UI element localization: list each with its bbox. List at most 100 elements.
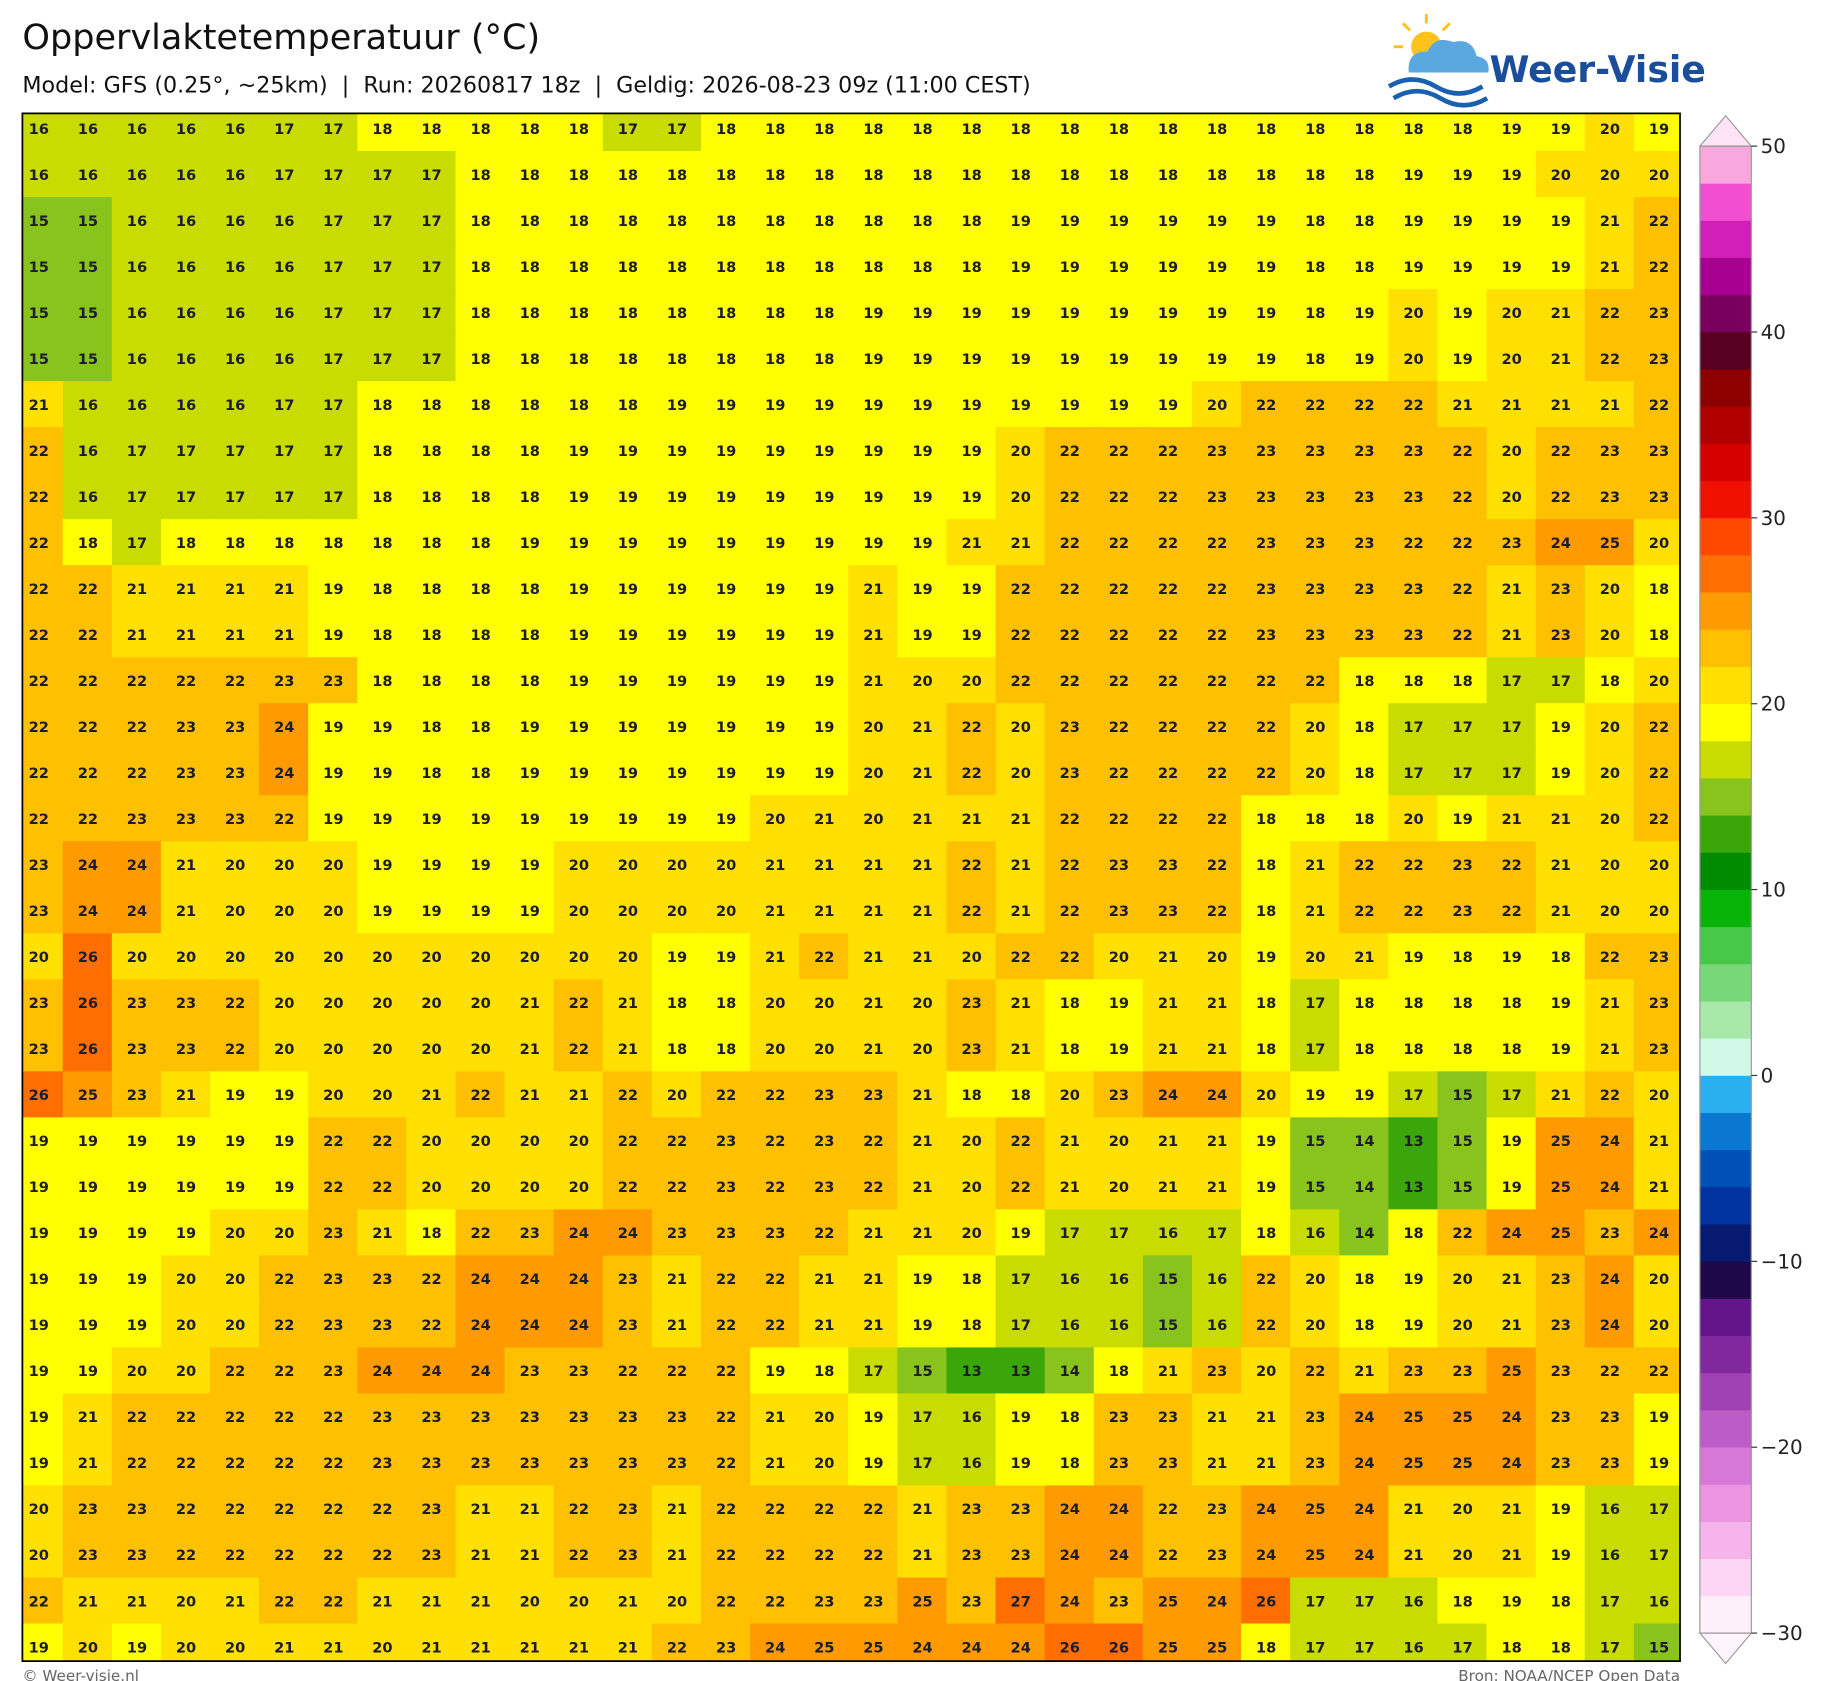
temperature-cell [455,519,506,567]
temperature-cell [799,151,850,199]
temperature-cell [995,1393,1046,1441]
temperature-cell [1093,335,1145,383]
temperature-label: 20 [569,1179,589,1196]
temperature-label: 18 [372,581,392,598]
temperature-label: 18 [1011,167,1031,184]
temperature-cell [406,979,457,1027]
temperature-cell [1142,1347,1194,1395]
temperature-cell [455,1347,506,1395]
temperature-cell [1633,1163,1681,1211]
temperature-cell [210,1209,261,1257]
temperature-label: 21 [863,903,883,920]
temperature-cell [22,933,64,981]
temperature-cell [357,1623,408,1662]
temperature-label: 20 [225,1317,245,1334]
temperature-cell [1093,1209,1145,1257]
temperature-cell [1633,795,1681,843]
temperature-cell [1044,1577,1095,1625]
temperature-label: 22 [1649,259,1669,276]
temperature-cell [308,657,359,705]
temperature-label: 18 [1502,1041,1522,1058]
temperature-cell [799,113,850,153]
temperature-label: 19 [29,1271,49,1288]
temperature-label: 23 [1109,1593,1129,1610]
temperature-label: 23 [569,1455,589,1472]
temperature-cell [455,703,506,751]
temperature-label: 20 [520,1593,540,1610]
temperature-cell [553,473,604,521]
temperature-label: 16 [29,121,49,138]
temperature-cell [897,243,948,291]
temperature-cell [1633,979,1681,1027]
temperature-label: 23 [1158,1409,1178,1426]
logo-waves [1387,77,1489,108]
temperature-label: 26 [78,949,98,966]
temperature-label: 19 [323,719,343,736]
temperature-cell [1584,1255,1636,1303]
temperature-cell [651,243,703,291]
temperature-label: 24 [1354,1501,1374,1518]
temperature-cell [455,841,506,889]
temperature-label: 23 [1600,1225,1620,1242]
temperature-cell [1437,1485,1488,1533]
temperature-label: 19 [1502,259,1522,276]
temperature-cell [357,151,408,199]
temperature-cell [602,703,654,751]
temperature-cell [1535,519,1586,567]
temperature-label: 21 [1600,995,1620,1012]
temperature-cell [750,289,801,337]
temperature-label: 24 [912,1639,932,1656]
temperature-label: 24 [765,1639,785,1656]
temperature-cell [651,1163,703,1211]
temperature-cell [406,1163,457,1211]
temperature-label: 19 [667,443,687,460]
temperature-label: 22 [225,995,245,1012]
temperature-label: 18 [1305,305,1325,322]
temperature-label: 18 [520,305,540,322]
temperature-label: 20 [470,1179,490,1196]
temperature-cell [1633,113,1681,153]
temperature-cell [1388,197,1439,245]
temperature-cell [259,979,310,1027]
temperature-label: 18 [1354,259,1374,276]
temperature-cell [799,979,850,1027]
temperature-label: 20 [814,1409,834,1426]
temperature-cell [1437,611,1488,659]
temperature-label: 24 [1060,1547,1080,1564]
temperature-cell [1584,1025,1636,1073]
temperature-cell [946,519,997,567]
temperature-label: 20 [520,1133,540,1150]
temperature-label: 17 [1649,1547,1669,1564]
temperature-label: 17 [421,167,441,184]
temperature-label: 19 [1011,213,1031,230]
temperature-label: 22 [323,1547,343,1564]
temperature-cell [750,197,801,245]
temperature-label: 20 [176,949,196,966]
temperature-cell [995,1209,1046,1257]
temperature-cell [897,1393,948,1441]
temperature-label: 20 [1600,719,1620,736]
temperature-cell [111,1623,163,1662]
temperature-cell [1437,1531,1488,1579]
temperature-cell [799,473,850,521]
temperature-cell [946,289,997,337]
temperature-label: 18 [1060,1409,1080,1426]
temperature-cell [1633,151,1681,199]
temperature-cell [750,611,801,659]
temperature-label: 19 [1551,1041,1571,1058]
temperature-cell [553,657,604,705]
temperature-cell [111,1393,163,1441]
temperature-cell [995,703,1046,751]
temperature-cell [651,1485,703,1533]
temperature-cell [946,749,997,797]
temperature-label: 22 [1256,1271,1276,1288]
temperature-label: 21 [421,1087,441,1104]
temperature-label: 15 [1452,1179,1472,1196]
temperature-label: 25 [1600,535,1620,552]
temperature-cell [1339,1255,1390,1303]
temperature-label: 19 [1305,1087,1325,1104]
temperature-label: 21 [1649,1179,1669,1196]
temperature-cell [259,289,310,337]
temperature-cell [406,151,457,199]
temperature-cell [62,1025,113,1073]
